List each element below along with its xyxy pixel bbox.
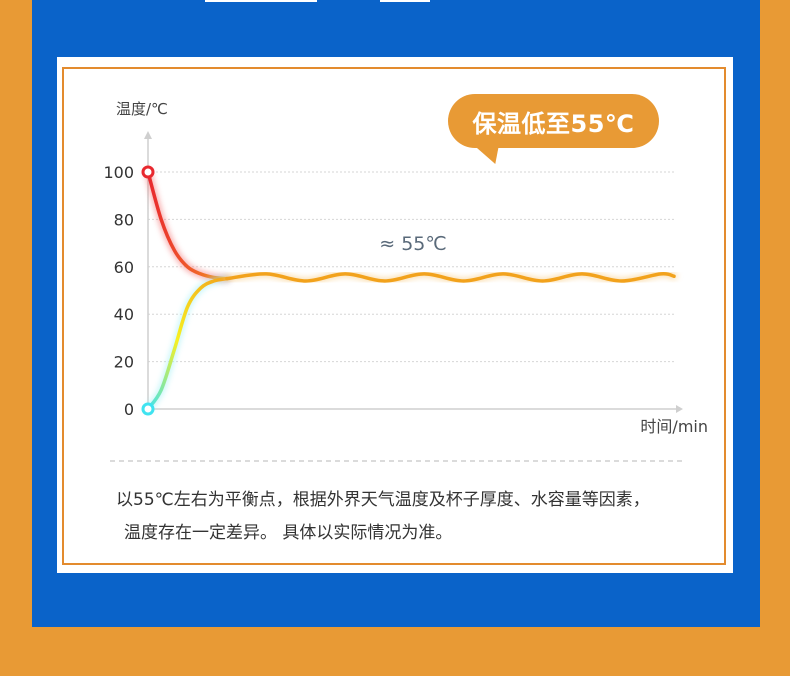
y-axis-label: 温度/℃	[116, 100, 168, 118]
bubble-callout: 保温低至55℃	[448, 94, 659, 148]
labels-layer: 0 20 40 60 80 100 温度/℃ 时间/min ≈ 55℃	[103, 100, 708, 436]
grid-layer	[148, 171, 676, 363]
y-tick-label-40: 40	[114, 305, 134, 324]
x-axis-label: 时间/min	[640, 417, 708, 436]
y-tick-label-80: 80	[114, 210, 134, 229]
hot-start-point	[141, 165, 155, 179]
y-tick-label-60: 60	[114, 258, 134, 277]
note-line-1: 以55℃左右为平衡点，根据外界天气温度及杯子厚度、水容量等因素，	[116, 490, 650, 510]
cold-start-point	[141, 402, 155, 416]
y-axis-arrow	[144, 131, 152, 139]
orange-frame	[62, 67, 726, 565]
y-tick-label-0: 0	[124, 400, 134, 419]
top-tab-right	[380, 0, 430, 2]
stable-curve	[225, 272, 676, 283]
note-text: 以55℃左右为平衡点，根据外界天气温度及杯子厚度、水容量等因素， 温度存在一定差…	[116, 484, 706, 550]
y-tick-label-100: 100	[103, 163, 134, 182]
y-tick-label-20: 20	[114, 353, 134, 372]
hot-curve-glow	[144, 168, 231, 283]
annotation-label: ≈ 55℃	[379, 233, 446, 255]
series-layer	[141, 165, 678, 416]
top-tab-left	[205, 0, 317, 2]
cold-curve	[146, 276, 229, 411]
x-axis-arrow	[676, 405, 683, 413]
note-line-2: 温度存在一定差异。 具体以实际情况为准。	[124, 523, 453, 543]
